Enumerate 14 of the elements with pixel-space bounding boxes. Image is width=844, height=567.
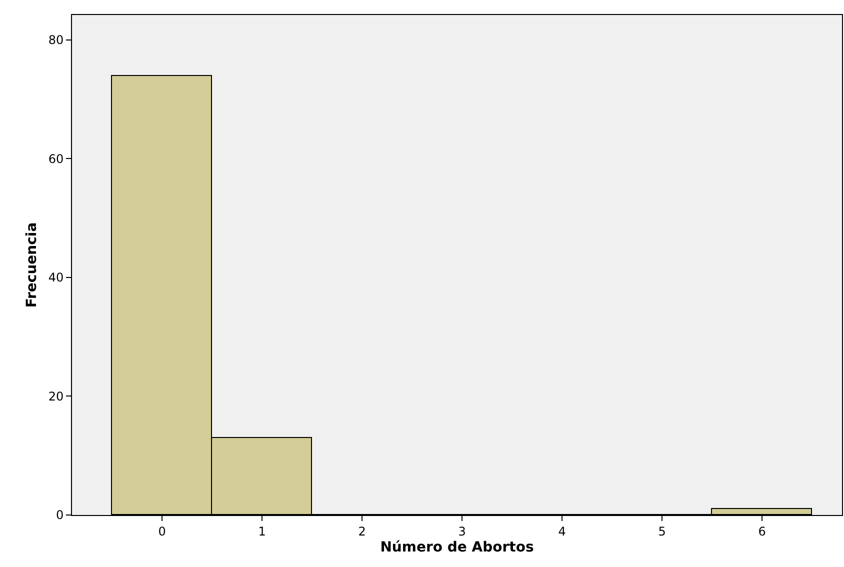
y-axis-title: Frecuencia xyxy=(24,222,40,308)
x-axis-title: Número de Abortos xyxy=(380,540,534,556)
x-tick-label: 4 xyxy=(558,524,566,538)
x-tick-label: 3 xyxy=(458,524,466,538)
y-tick-label: 40 xyxy=(48,270,64,285)
x-tick-label: 6 xyxy=(758,524,766,538)
y-tick-label: 20 xyxy=(48,389,64,404)
y-tick-label: 80 xyxy=(48,33,64,48)
y-tick-label: 60 xyxy=(48,152,64,166)
y-tick-label: 0 xyxy=(56,508,64,522)
x-tick-label: 2 xyxy=(358,524,366,538)
x-tick-label: 5 xyxy=(658,524,666,538)
x-tick-label: 0 xyxy=(158,524,166,538)
x-tick-label: 1 xyxy=(258,524,266,538)
